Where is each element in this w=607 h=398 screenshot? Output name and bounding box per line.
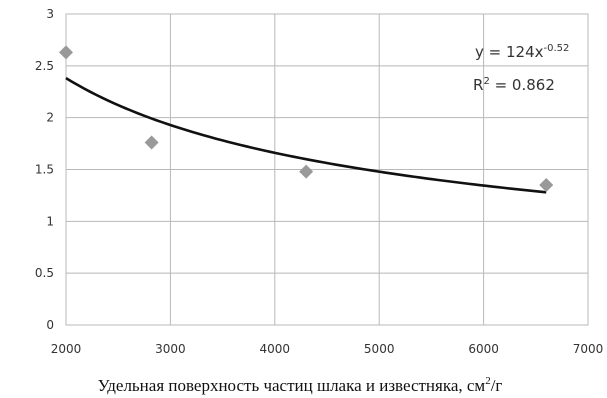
x-tick-label: 5000 [364,342,395,356]
x-tick-labels: 2000 3000 4000 5000 6000 7000 [51,342,604,356]
x-axis-label: Удельная поверхность частиц шлака и изве… [98,375,503,395]
power-trendline [65,76,547,194]
x-tick-label: 6000 [468,342,499,356]
x-tick-label: 7000 [573,342,604,356]
y-tick-label: 3 [46,7,54,21]
data-point [59,45,73,60]
plot-border [65,13,589,326]
r2-tail: = 0.862 [490,76,555,94]
r2-base: R [473,76,483,94]
grid [65,13,589,326]
y-tick-label: 2.5 [35,59,54,73]
y-tick-label: 0 [46,318,54,332]
r-squared-label: R2 = 0.862 [473,76,555,94]
x-axis-label-sup: 2 [485,375,491,387]
r2-superscript: 2 [483,76,489,87]
x-axis-label-main: Удельная поверхность частиц шлака и изве… [98,376,486,395]
y-tick-labels: 0 0.5 1 1.5 2 2.5 3 [35,7,54,332]
y-tick-label: 1 [46,214,54,228]
data-point [299,164,314,179]
data-points [59,45,554,193]
data-point [144,135,159,150]
trendline-equation: y = 124x-0.52 [475,43,569,61]
x-tick-label: 3000 [155,342,186,356]
x-tick-label: 4000 [260,342,291,356]
data-point [539,178,554,193]
y-tick-label: 1.5 [35,163,54,177]
y-tick-label: 2 [46,111,54,125]
x-axis-label-tail: /г [491,376,503,395]
equation-base: y = 124x [475,43,544,61]
y-tick-label: 0.5 [35,266,54,280]
x-tick-label: 2000 [51,342,82,356]
equation-exponent: -0.52 [544,43,570,54]
